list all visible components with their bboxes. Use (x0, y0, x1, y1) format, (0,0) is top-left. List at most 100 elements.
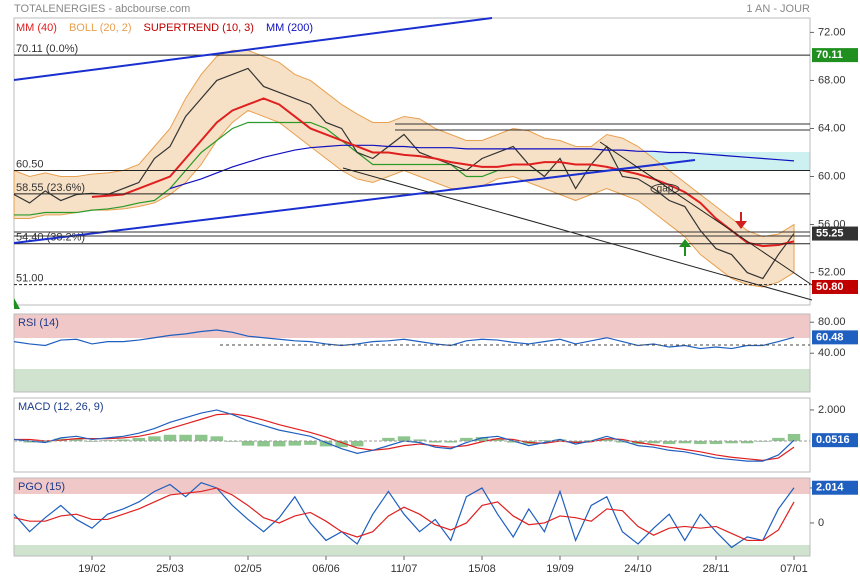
x-tick-label: 28/11 (703, 563, 730, 575)
gap-marker (650, 183, 680, 195)
panel-title: MACD (12, 26, 9) (18, 401, 104, 413)
trend-line (13, 17, 493, 81)
y-tick-label: 80.00 (818, 316, 846, 328)
x-tick-label: 07/01 (780, 563, 808, 575)
y-tick-label: 72.00 (818, 26, 846, 38)
y-tick-label: 2.000 (818, 404, 846, 416)
trend-line (599, 141, 813, 286)
histogram-bar (553, 439, 567, 441)
histogram-bar (787, 433, 801, 441)
level-label: 60.50 (16, 158, 44, 170)
price-tag-label: 55.25 (816, 227, 844, 239)
histogram-bar (179, 434, 192, 441)
histogram-bar (382, 437, 395, 441)
series-line (14, 413, 795, 461)
histogram-bar (694, 440, 707, 445)
histogram-bar (460, 437, 473, 441)
marker (14, 298, 20, 309)
histogram-bar (678, 440, 692, 444)
panel-frame (13, 397, 811, 473)
chart-subtitle: 1 AN - JOUR (746, 3, 810, 15)
y-tick-label: 52.00 (818, 266, 846, 278)
trend-line (13, 159, 696, 244)
histogram-bar (335, 440, 348, 448)
x-tick-label: 25/03 (156, 563, 184, 575)
histogram-bar (194, 434, 208, 441)
level-label: 70.11 (0.0%) (16, 43, 78, 55)
histogram-bar (257, 440, 270, 447)
legend-entry: MM (40) (16, 22, 57, 34)
histogram-bar (132, 437, 146, 441)
histogram-bar (756, 440, 770, 442)
series-line (169, 144, 795, 190)
histogram-bar (350, 440, 364, 447)
buy-arrow (679, 239, 691, 256)
y-tick-label: 0 (818, 517, 824, 529)
level-label: 58.55 (23.6%) (16, 182, 85, 194)
series-line (13, 329, 795, 350)
histogram-bar (616, 440, 629, 443)
price-tag (812, 480, 858, 495)
x-tick-label: 24/10 (624, 563, 652, 575)
price-tag-label: 0.0516 (816, 434, 850, 446)
histogram-bar (38, 440, 52, 443)
series-line (13, 482, 795, 549)
price-tag (812, 226, 858, 241)
histogram-bar (475, 437, 489, 441)
histogram-bar (148, 436, 161, 441)
y-tick-label: 68.00 (818, 74, 846, 86)
price-tag-label: 60.48 (816, 331, 844, 343)
histogram-bar (569, 440, 582, 443)
histogram-bar (491, 438, 504, 441)
histogram-bar (241, 440, 255, 446)
series-line (13, 487, 795, 542)
y-tick-label: 60.00 (818, 170, 846, 182)
level-label: 51.00 (16, 272, 44, 284)
x-tick-label: 19/09 (546, 563, 574, 575)
panel-frame (13, 477, 811, 557)
histogram-bar (319, 440, 333, 447)
price-tag-label: 50.80 (816, 281, 844, 293)
price-tag (812, 279, 858, 294)
rsi-overbought-band (14, 314, 810, 338)
price-tag (812, 48, 858, 63)
histogram-bar (725, 440, 738, 444)
legend-entry: MM (200) (266, 22, 313, 34)
series-line (13, 67, 795, 280)
histogram-bar (210, 436, 224, 441)
chart-title: TOTALENERGIES - abcbourse.com (14, 3, 190, 15)
histogram-bar (101, 440, 114, 441)
histogram-bar (23, 440, 36, 443)
x-tick-label: 06/06 (312, 563, 340, 575)
trend-line (342, 167, 813, 301)
histogram-bar (506, 440, 520, 443)
histogram-bar (428, 440, 442, 443)
histogram-bar (647, 440, 660, 444)
histogram-bar (116, 439, 130, 441)
histogram-bar (70, 438, 83, 441)
histogram-bar (397, 436, 411, 441)
histogram-bar (600, 438, 614, 441)
x-tick-label: 02/05 (234, 563, 262, 575)
panel-title: PGO (15) (18, 481, 65, 493)
x-tick-label: 11/07 (391, 563, 418, 575)
x-tick-label: 19/02 (78, 563, 106, 575)
x-tick-label: 15/08 (468, 563, 496, 575)
histogram-bar (413, 439, 426, 441)
histogram-bar (304, 440, 317, 445)
price-tag-label: 70.11 (816, 49, 843, 61)
pgo-high-band (14, 478, 810, 494)
histogram-bar (444, 440, 458, 443)
price-tag-label: 2.014 (816, 482, 844, 494)
histogram-bar (772, 437, 785, 441)
y-tick-label: 64.00 (818, 122, 846, 134)
histogram-bar (272, 440, 286, 447)
rsi-oversold-band (14, 369, 810, 392)
panel-title: RSI (14) (18, 317, 59, 329)
series-line (91, 97, 795, 248)
histogram-bar (709, 440, 723, 445)
histogram-bar (163, 434, 177, 441)
histogram-bar (226, 440, 239, 442)
price-tag (812, 433, 858, 448)
